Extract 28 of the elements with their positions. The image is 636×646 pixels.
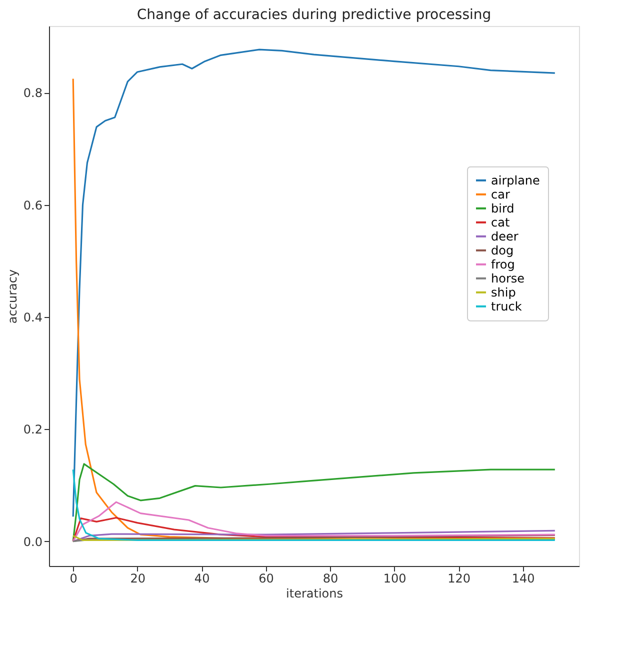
line-series [72,501,556,542]
x-tick-label: 100 [383,572,406,586]
x-tick-label: 120 [448,572,470,586]
legend-label: dog [491,243,514,258]
x-tick-label: 20 [130,572,146,586]
y-tick-label: 0.2 [23,422,42,437]
x-tick-label: 80 [322,572,338,586]
legend-label: cat [491,215,510,230]
legend-label: bird [491,201,514,216]
legend-label: car [491,187,510,202]
legend-label: horse [491,271,525,286]
x-axis-title: iterations [286,586,343,600]
legend-label: deer [491,229,518,244]
x-tick-label: 40 [194,572,210,586]
x-tick-label: 0 [70,572,78,586]
y-axis-title: accuracy [5,269,20,324]
legend-label: airplane [491,173,540,188]
y-tick-label: 0.6 [23,198,42,212]
y-tick-label: 0.8 [23,86,42,100]
chart-title: Change of accuracies during predictive processing [136,7,492,23]
legend-label: truck [491,299,522,314]
x-tick-label: 60 [258,572,274,586]
legend-label: ship [491,285,516,300]
x-tick-label: 140 [512,572,535,586]
legend-label: frog [491,257,515,272]
line-series [72,530,556,542]
y-tick-label: 0.4 [23,310,42,325]
y-tick-label: 0.0 [23,534,42,549]
